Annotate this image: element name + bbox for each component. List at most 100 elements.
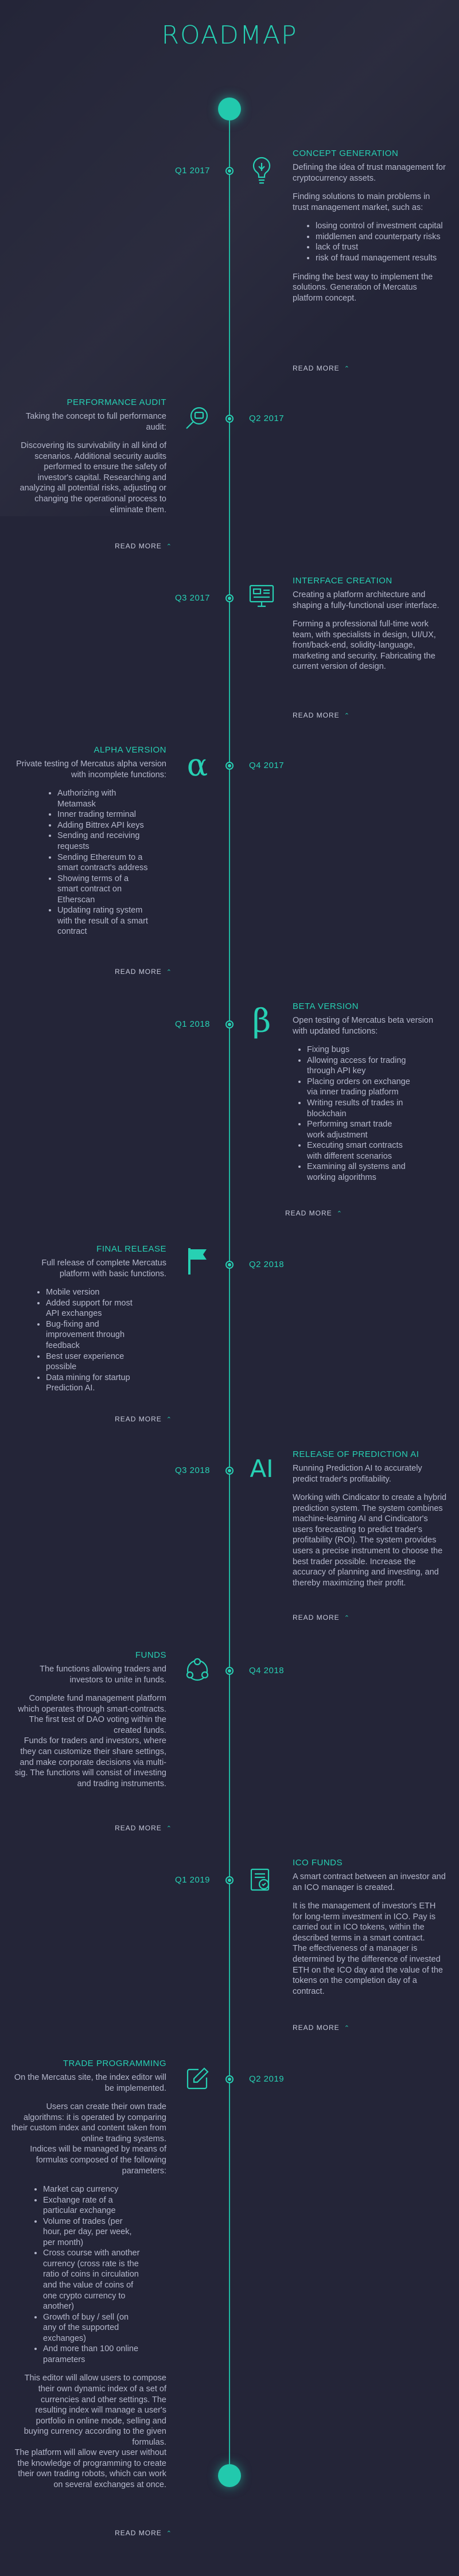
milestone-title: CONCEPT GENERATION <box>293 149 399 158</box>
chevron-up-icon: ⌃ <box>344 365 350 372</box>
milestone-paragraph: Finding solutions to main problems in tr… <box>293 192 430 212</box>
read-more-label: READ MORE <box>293 364 340 372</box>
milestone-paragraph: Running Prediction AI to accurately pred… <box>293 1464 422 1484</box>
list-item: And more than 100 online parameters <box>43 2344 141 2365</box>
read-more-button[interactable]: READ MORE ⌃ <box>115 1824 172 1832</box>
milestone-paragraph: Full release of complete Mercatus platfo… <box>41 1258 166 1279</box>
list-item: lack of trust <box>316 242 448 253</box>
read-more-label: READ MORE <box>115 542 162 550</box>
milestone-date: Q2 2019 <box>249 2074 285 2084</box>
chevron-up-icon: ⌃ <box>166 968 172 976</box>
milestone-title: ALPHA VERSION <box>94 745 166 755</box>
milestone-paragraph: Private testing of Mercatus alpha versio… <box>16 759 166 780</box>
milestone-paragraph: Taking the concept to full performance a… <box>25 412 166 432</box>
milestone-block: FINAL RELEASE Full release of complete M… <box>11 1244 166 1402</box>
read-more-button[interactable]: READ MORE ⌃ <box>293 2024 350 2032</box>
milestone-date: Q1 2019 <box>174 1875 210 1885</box>
list-item: Bug-fixing and improvement through feedb… <box>46 1319 143 1351</box>
milestone-block: PERFORMANCE AUDIT Taking the concept to … <box>11 397 167 523</box>
page-title: ROADMAP <box>161 21 298 50</box>
read-more-button[interactable]: READ MORE ⌃ <box>293 1614 350 1622</box>
network-icon <box>181 1654 213 1686</box>
milestone-list: Market cap currency Exchange rate of a p… <box>20 2184 141 2365</box>
timeline-dot <box>225 415 234 423</box>
chevron-up-icon: ⌃ <box>166 1416 172 1423</box>
edit-icon <box>181 2063 213 2095</box>
timeline-dot <box>225 167 234 175</box>
read-more-label: READ MORE <box>293 1614 340 1622</box>
milestone-title: BETA VERSION <box>293 1001 359 1011</box>
milestone-block: RELEASE OF PREDICTION AI Running Predict… <box>293 1449 448 1596</box>
milestone-date: Q3 2017 <box>174 593 210 603</box>
milestone-paragraph: Working with Cindicator to create a hybr… <box>293 1493 447 1588</box>
read-more-button[interactable]: READ MORE ⌃ <box>293 711 350 719</box>
milestone-paragraph: It is the management of investor's ETH f… <box>293 1901 443 1996</box>
milestone-paragraph: On the Mercatus site, the index editor w… <box>14 2073 166 2093</box>
milestone-date: Q2 2017 <box>249 414 285 423</box>
read-more-label: READ MORE <box>115 1824 162 1832</box>
read-more-button[interactable]: READ MORE ⌃ <box>285 1209 343 1217</box>
milestone-list: losing control of investment capital mid… <box>293 221 448 263</box>
list-item: Inner trading terminal <box>57 809 149 820</box>
read-more-button[interactable]: READ MORE ⌃ <box>293 364 350 372</box>
chevron-up-icon: ⌃ <box>344 2024 350 2032</box>
milestone-date: Q1 2017 <box>174 166 210 176</box>
milestone-block: ALPHA VERSION Private testing of Mercatu… <box>11 745 166 945</box>
read-more-label: READ MORE <box>293 711 340 719</box>
list-item: Data mining for startup Prediction AI. <box>46 1373 143 1394</box>
list-item: risk of fraud management results <box>316 253 448 264</box>
milestone-paragraph: The functions allowing traders and inves… <box>40 1665 166 1685</box>
timeline-dot <box>225 1876 234 1884</box>
milestone-block: CONCEPT GENERATION Defining the idea of … <box>293 148 448 311</box>
list-item: Fixing bugs <box>307 1045 410 1055</box>
list-item: Market cap currency <box>43 2184 141 2195</box>
milestone-paragraph: Creating a platform architecture and sha… <box>293 590 439 610</box>
read-more-label: READ MORE <box>115 1415 162 1423</box>
list-item: Executing smart contracts with different… <box>307 1140 410 1162</box>
chevron-up-icon: ⌃ <box>344 712 350 719</box>
beta-icon: β <box>252 1002 271 1040</box>
milestone-title: RELEASE OF PREDICTION AI <box>293 1449 419 1459</box>
flag-icon <box>181 1245 213 1277</box>
timeline-start-node <box>218 98 241 120</box>
document-icon <box>246 1864 278 1896</box>
milestone-title: FUNDS <box>135 1650 166 1660</box>
list-item: Sending and receiving requests <box>57 831 149 852</box>
chevron-up-icon: ⌃ <box>166 1825 172 1832</box>
timeline-axis <box>229 109 230 2478</box>
read-more-button[interactable]: READ MORE ⌃ <box>115 2529 172 2537</box>
list-item: Best user experience possible <box>46 1351 143 1373</box>
lightbulb-icon <box>246 155 278 187</box>
chevron-up-icon: ⌃ <box>344 1614 350 1622</box>
timeline-dot <box>225 1667 234 1675</box>
milestone-paragraph: Users can create their own trade algorit… <box>11 2102 167 2176</box>
milestone-title: TRADE PROGRAMMING <box>63 2059 166 2068</box>
monitor-icon <box>246 580 278 613</box>
list-item: Updating rating system with the result o… <box>57 905 149 937</box>
list-item: Placing orders on exchange via inner tra… <box>307 1077 410 1098</box>
milestone-paragraph: A smart contract between an investor and… <box>293 1872 446 1892</box>
read-more-button[interactable]: READ MORE ⌃ <box>115 1415 172 1423</box>
list-item: middlemen and counterparty risks <box>316 232 448 243</box>
milestone-block: ICO FUNDS A smart contract between an in… <box>293 1857 448 2005</box>
list-item: Exchange rate of a particular exchange <box>43 2195 141 2216</box>
read-more-button[interactable]: READ MORE ⌃ <box>115 968 172 976</box>
timeline-dot <box>225 1261 234 1269</box>
milestone-date: Q1 2018 <box>174 1019 210 1029</box>
chevron-up-icon: ⌃ <box>166 2530 172 2537</box>
milestone-paragraph: Finding the best way to implement the so… <box>293 272 433 303</box>
milestone-block: INTERFACE CREATION Creating a platform a… <box>293 575 448 680</box>
milestone-date: Q4 2017 <box>249 761 285 770</box>
list-item: Writing results of trades in blockchain <box>307 1098 410 1119</box>
read-more-button[interactable]: READ MORE ⌃ <box>115 542 172 550</box>
list-item: Examining all systems and working algori… <box>307 1162 410 1183</box>
milestone-block: BETA VERSION Open testing of Mercatus be… <box>293 1001 448 1191</box>
milestone-list: Fixing bugs Allowing access for trading … <box>293 1045 410 1183</box>
list-item: Added support for most API exchanges <box>46 1298 143 1319</box>
list-item: Mobile version <box>46 1287 143 1298</box>
list-item: Cross course with another currency (cros… <box>43 2248 141 2312</box>
milestone-list: Authorizing with Metamask Inner trading … <box>34 788 149 937</box>
milestone-paragraph: Discovering its survivability in all kin… <box>20 441 167 515</box>
list-item: Allowing access for trading through API … <box>307 1055 410 1077</box>
list-item: Authorizing with Metamask <box>57 788 149 809</box>
